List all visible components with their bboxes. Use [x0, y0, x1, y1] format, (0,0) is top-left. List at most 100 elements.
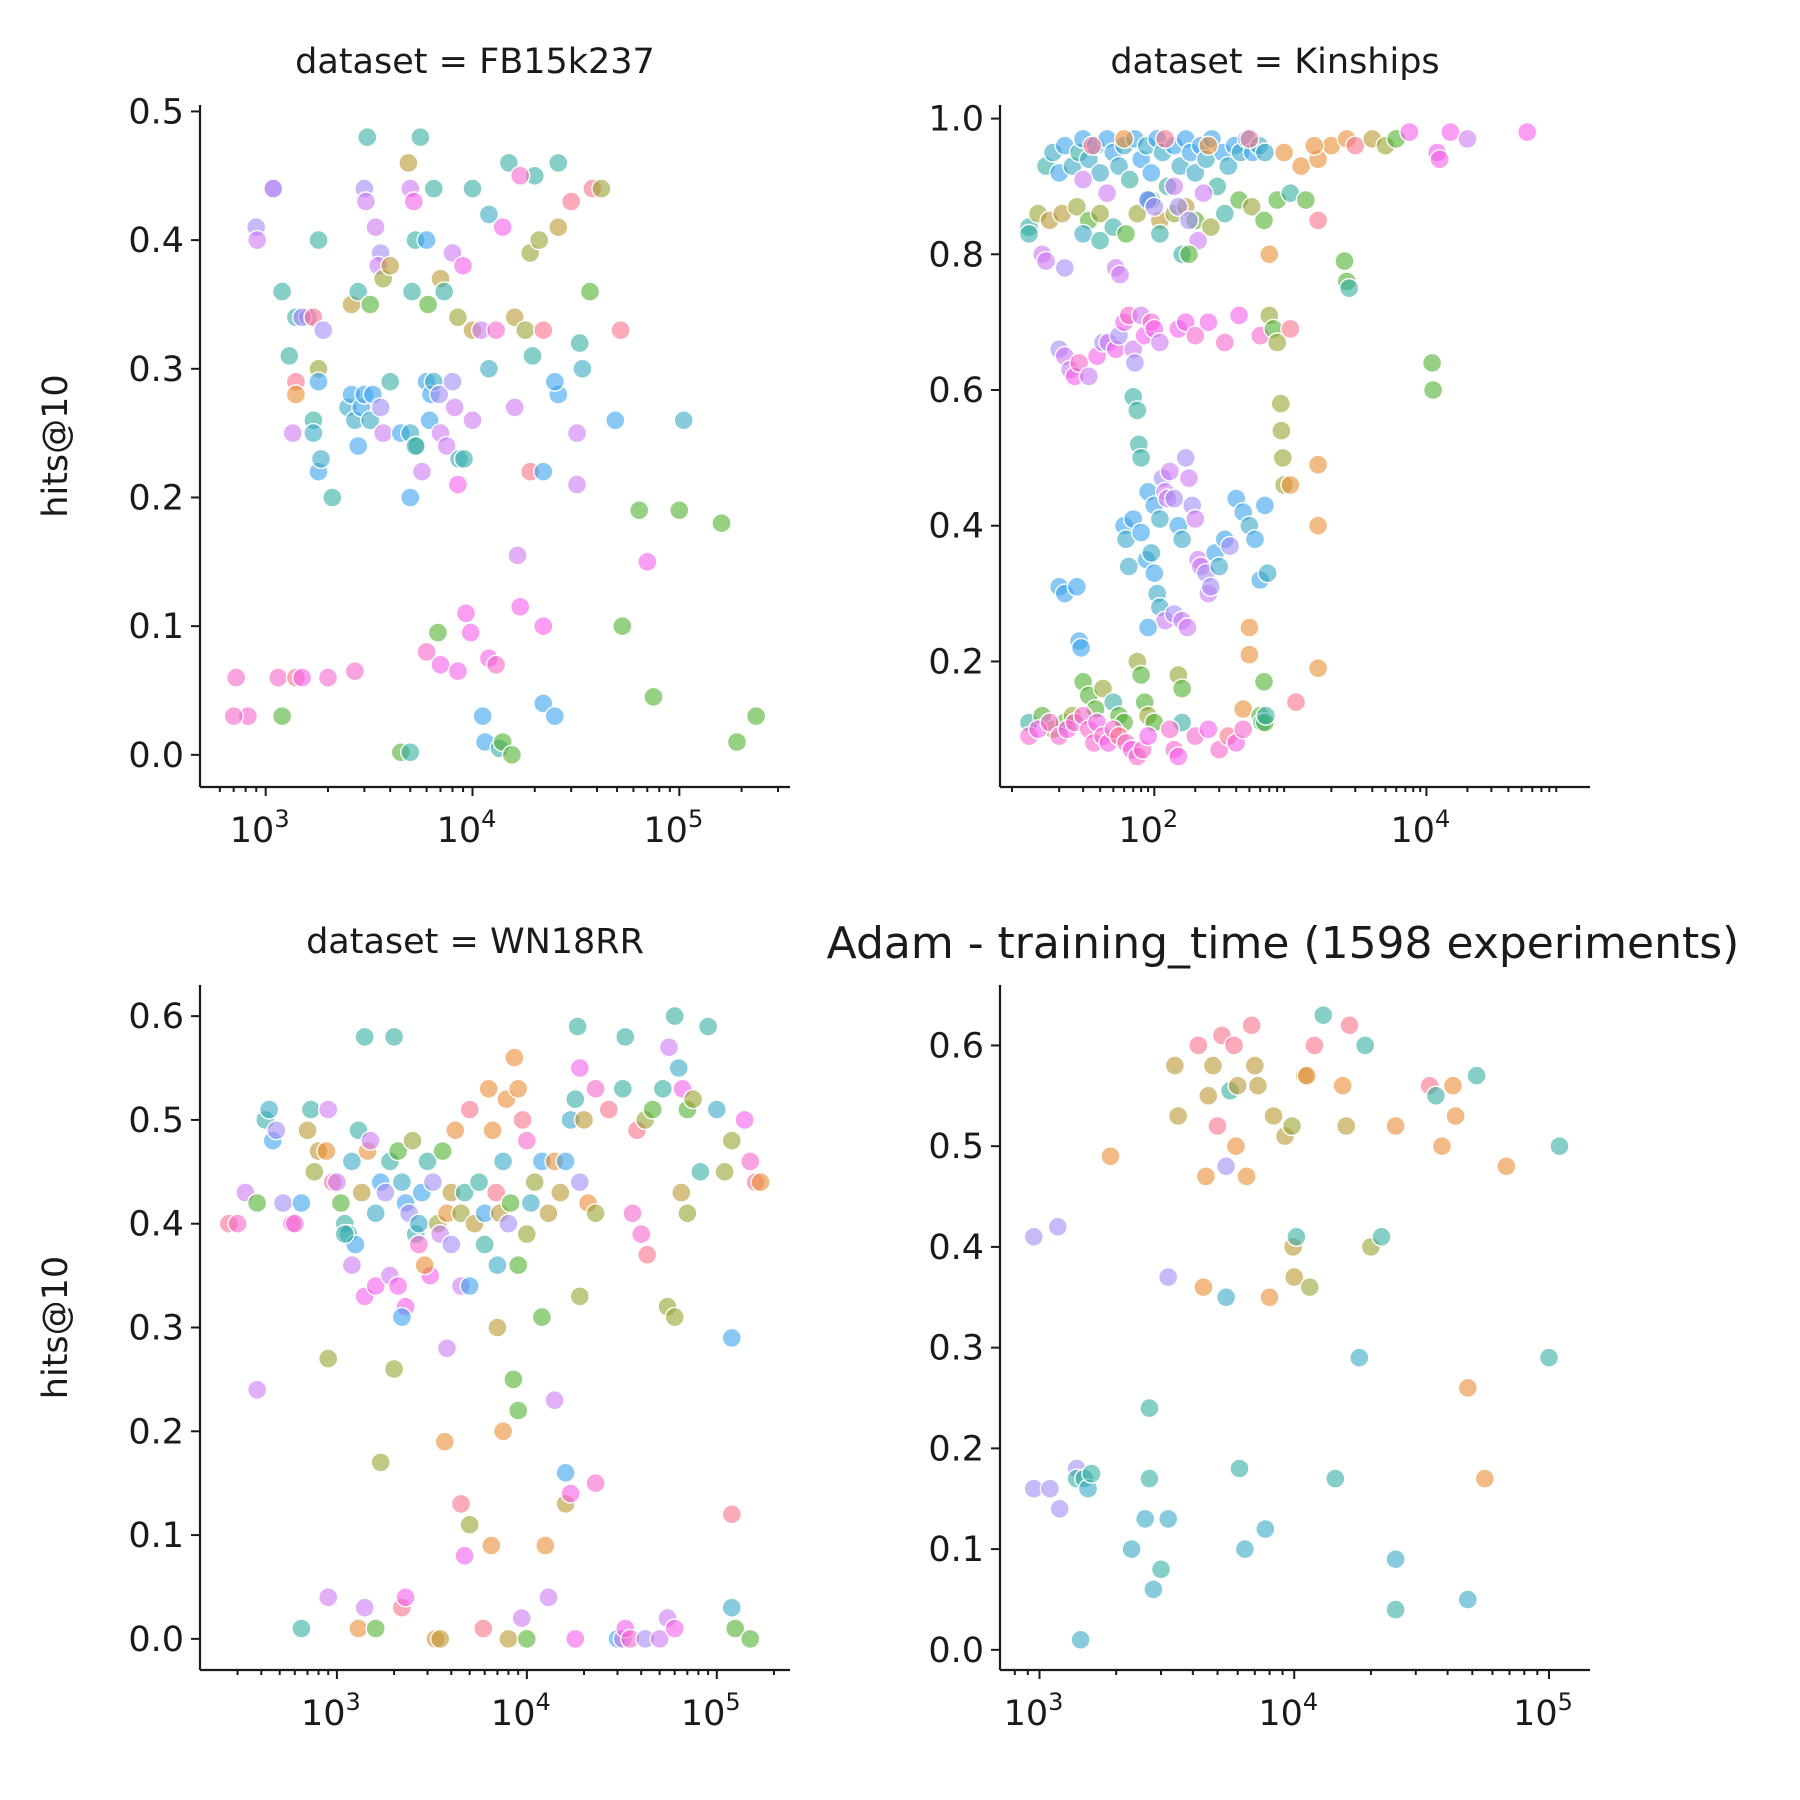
scatter-point: [383, 1026, 405, 1048]
scatter-point: [664, 1306, 685, 1328]
x-tick-label: 104: [437, 805, 497, 851]
scatter-point: [1257, 563, 1278, 584]
scatter-point: [649, 1628, 670, 1650]
scatter-point: [1202, 1055, 1224, 1076]
scatter-point: [1425, 1085, 1447, 1107]
scatter-point: [308, 229, 329, 251]
scatter-point: [1096, 182, 1118, 204]
scatter-point: [550, 1182, 571, 1203]
scatter-point: [566, 474, 588, 495]
scatter-point: [487, 1254, 508, 1276]
scatter-point: [1144, 563, 1165, 584]
scatter-point: [1143, 1579, 1164, 1600]
scatter-point: [334, 1223, 355, 1245]
scatter-point: [487, 1317, 508, 1338]
scatter-point: [268, 667, 289, 688]
scatter-point: [453, 448, 475, 470]
scatter-point: [548, 152, 569, 174]
scatter-point: [1445, 1105, 1466, 1127]
scatter-point: [1259, 244, 1280, 265]
axes: 0.0 0.1 0.2 0.3 0.4 0.5 103 104 105: [128, 92, 790, 851]
scatter-point: [565, 1628, 586, 1650]
scatter-point: [1124, 352, 1146, 374]
scatter-point: [1193, 182, 1214, 204]
scatter-point: [416, 641, 437, 663]
scatter-point: [351, 1182, 372, 1203]
x-tick-label: 105: [1513, 1688, 1573, 1734]
y-tick-label: 0.1: [928, 1530, 984, 1570]
scatter-point: [504, 1047, 525, 1068]
scatter-point: [531, 1306, 553, 1328]
scatter-point: [1313, 1005, 1334, 1026]
scatter-point: [515, 320, 536, 341]
y-tick-label: 0.6: [928, 1026, 984, 1066]
scatter-point: [1335, 1115, 1357, 1137]
scatter-point: [408, 1213, 429, 1234]
scatter-point: [478, 358, 500, 379]
scatter-point: [673, 410, 694, 431]
scatter-point: [726, 731, 748, 753]
scatter-point: [1259, 1287, 1280, 1308]
scatter-point: [380, 255, 401, 276]
scatter-point: [1092, 678, 1114, 699]
scatter-point: [348, 281, 369, 302]
scatter-point: [1089, 230, 1111, 251]
scatter-point: [1283, 1266, 1305, 1288]
scatter-point: [1049, 1498, 1070, 1520]
scatter-point: [1198, 719, 1219, 740]
scatter-point: [1271, 420, 1292, 441]
scatter-point: [391, 1306, 413, 1328]
scatter-point: [297, 1120, 318, 1141]
scatter-point: [459, 1099, 480, 1120]
y-tick-label: 0.8: [928, 235, 984, 275]
scatter-point: [473, 1618, 494, 1639]
scatter-point: [318, 1587, 339, 1608]
scatter-point: [481, 1535, 502, 1556]
scatter-point: [714, 1161, 735, 1183]
scatter-point: [1163, 488, 1185, 509]
scatter-point: [285, 384, 307, 405]
scatter-point: [468, 1171, 490, 1193]
scatter-point: [387, 1140, 409, 1162]
scatter-point: [1239, 128, 1260, 150]
scatter-point: [454, 1545, 475, 1567]
scatter-points: [1023, 1005, 1570, 1651]
scatter-point: [308, 371, 329, 392]
scatter-point: [478, 1078, 499, 1100]
scatter-point: [1200, 576, 1222, 597]
scatter-point: [272, 1192, 294, 1214]
scatter-point: [279, 345, 300, 367]
scatter-point: [561, 191, 582, 212]
scatter-point: [373, 422, 394, 444]
axes: 0.2 0.4 0.6 0.8 1.0 102 104: [928, 100, 1590, 851]
scatter-point: [266, 1120, 287, 1141]
scatter-point: [282, 422, 303, 444]
scatter-point: [664, 1618, 685, 1639]
scatter-point: [1066, 576, 1088, 597]
scatter-point: [510, 596, 531, 617]
scatter-point: [1338, 278, 1360, 299]
scatter-point: [411, 461, 433, 482]
scatter-point: [1218, 155, 1239, 177]
scatter-point: [721, 1597, 742, 1618]
y-tick-label: 1.0: [928, 100, 984, 140]
scatter-point: [750, 1171, 771, 1193]
scatter-point: [1371, 1226, 1392, 1248]
scatter-point: [1047, 1216, 1069, 1238]
x-tick-label: 103: [301, 1688, 361, 1734]
scatter-point: [1280, 474, 1301, 496]
scatter-point: [441, 1234, 462, 1255]
scatter-point: [1108, 155, 1130, 177]
scatter-point: [1440, 121, 1461, 143]
scatter-point: [486, 1182, 507, 1203]
scatter-point: [734, 1109, 755, 1131]
scatter-point: [271, 281, 293, 302]
scatter-point: [1137, 725, 1159, 747]
scatter-point: [1339, 1015, 1360, 1036]
scatter-point: [1078, 366, 1100, 387]
scatter-point: [1280, 318, 1301, 340]
scatter-point: [1100, 1146, 1121, 1167]
scatter-point: [711, 513, 732, 534]
scatter-point: [1195, 1166, 1217, 1187]
scatter-point: [1496, 1156, 1517, 1177]
